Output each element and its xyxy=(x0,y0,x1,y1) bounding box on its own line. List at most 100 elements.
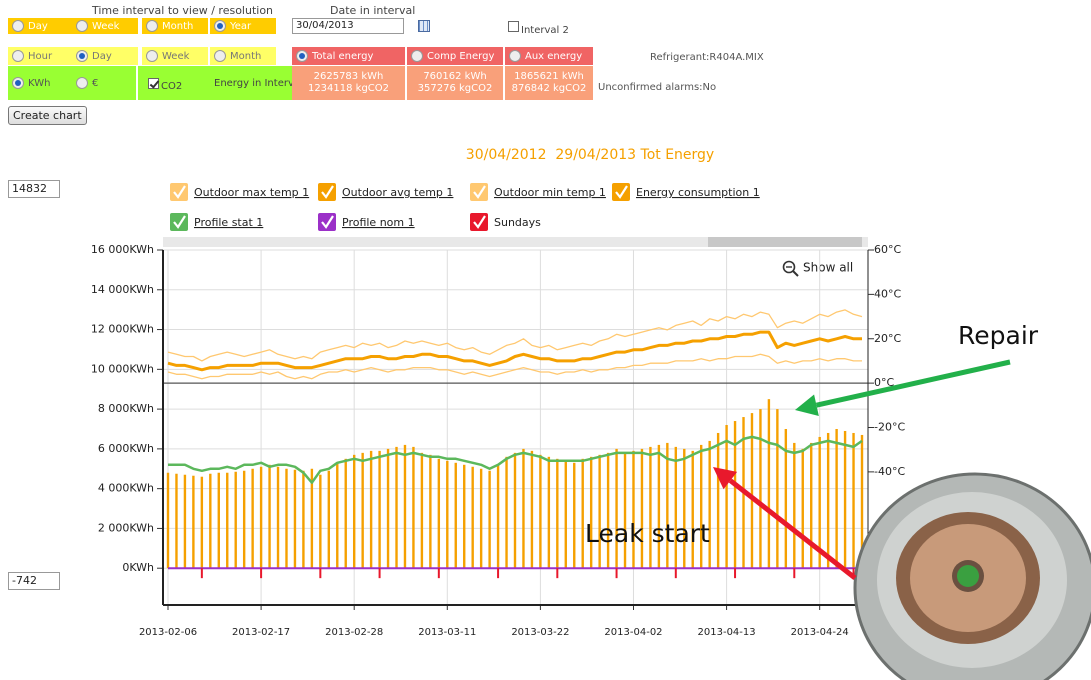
option[interactable]: KWh xyxy=(8,66,72,100)
legend-label: Sundays xyxy=(494,216,541,229)
bar xyxy=(276,466,280,569)
bar xyxy=(217,472,220,569)
bar xyxy=(784,428,788,569)
co2-checkbox[interactable] xyxy=(148,78,159,89)
bar xyxy=(403,444,407,569)
bar xyxy=(733,421,737,569)
zoom-reset[interactable]: Show all xyxy=(782,261,854,277)
x-tick-label: 2013-03-22 xyxy=(511,627,569,638)
option-label: Day xyxy=(28,20,48,32)
photo xyxy=(853,472,1091,680)
energy-type[interactable]: Total energy xyxy=(292,47,405,65)
y-tick-label: 14 000KWh xyxy=(91,283,154,296)
bar xyxy=(589,456,593,569)
energy-value: 1234118 kgCO2 xyxy=(307,83,390,94)
radio[interactable] xyxy=(12,20,24,32)
bar xyxy=(412,446,415,569)
option[interactable]: Hour xyxy=(8,47,74,65)
radio[interactable] xyxy=(214,20,226,32)
legend-item[interactable]: Outdoor avg temp 1 xyxy=(318,183,453,201)
y-tick-label: 10 000KWh xyxy=(91,362,154,375)
option[interactable]: Year xyxy=(210,18,276,34)
line xyxy=(167,309,863,362)
repair-arrow xyxy=(815,359,1011,408)
bar xyxy=(598,454,601,569)
legend-check xyxy=(615,185,628,199)
bar xyxy=(801,448,804,569)
radio[interactable] xyxy=(12,77,24,89)
range-min-input[interactable]: -742 xyxy=(8,572,60,590)
bar xyxy=(530,450,534,569)
radio[interactable] xyxy=(296,50,308,62)
bar xyxy=(310,468,314,569)
legend-item[interactable]: Sundays xyxy=(470,213,541,231)
radio[interactable] xyxy=(214,50,226,62)
interval2[interactable]: Interval 2 xyxy=(508,21,569,36)
radio[interactable] xyxy=(146,20,158,32)
bar xyxy=(657,444,661,569)
bar xyxy=(378,450,381,569)
calendar-icon[interactable] xyxy=(418,20,430,32)
radio[interactable] xyxy=(76,20,88,32)
bar xyxy=(234,471,237,569)
bar xyxy=(454,462,457,569)
energy-type[interactable]: Aux energy xyxy=(505,47,593,65)
legend-item[interactable]: Profile nom 1 xyxy=(318,213,415,231)
bar xyxy=(818,436,821,569)
range-max-input[interactable]: 14832 xyxy=(8,180,60,198)
option[interactable]: Week xyxy=(142,47,208,65)
co2-option[interactable]: CO2 xyxy=(148,78,182,92)
zoom-label[interactable]: Show all xyxy=(803,261,853,275)
y2-tick-label: 0°C xyxy=(874,376,894,389)
radio[interactable] xyxy=(76,77,88,89)
legend-check xyxy=(173,215,186,229)
energy-in-interval: Energy in Interval xyxy=(214,78,303,89)
bar xyxy=(691,450,694,569)
radio[interactable] xyxy=(509,50,521,62)
option-label: Month xyxy=(162,20,194,32)
option[interactable]: € xyxy=(72,66,136,100)
y-tick-label: 12 000KWh xyxy=(91,323,154,336)
option[interactable]: Week xyxy=(72,18,138,34)
bar xyxy=(767,399,771,569)
legend-item[interactable]: Profile stat 1 xyxy=(170,213,263,231)
create-chart-button[interactable]: Create chart xyxy=(8,106,87,125)
repair-arrow-head xyxy=(795,394,819,416)
bar xyxy=(496,464,500,569)
bar xyxy=(471,466,474,569)
option[interactable]: Month xyxy=(210,47,276,65)
date-input[interactable]: 30/04/2013 xyxy=(292,18,404,34)
energy-type[interactable]: Comp Energy xyxy=(407,47,503,65)
line xyxy=(167,353,862,380)
bar xyxy=(564,460,567,569)
bar xyxy=(632,450,635,569)
option[interactable]: Day xyxy=(72,47,138,65)
option[interactable]: Day xyxy=(8,18,74,34)
bar xyxy=(615,448,618,569)
radio[interactable] xyxy=(146,50,158,62)
legend-item[interactable]: Outdoor min temp 1 xyxy=(470,183,606,201)
scrollbar-thumb[interactable] xyxy=(708,237,862,247)
bar xyxy=(860,434,864,569)
legend-item[interactable]: Outdoor max temp 1 xyxy=(170,183,309,201)
bar xyxy=(285,468,288,569)
bar xyxy=(581,458,584,569)
scrollbar[interactable] xyxy=(163,237,868,247)
bar xyxy=(209,473,212,569)
radio[interactable] xyxy=(411,50,423,62)
legend-check xyxy=(473,185,486,199)
bar xyxy=(200,476,204,569)
y-tick-label: 4 000KWh xyxy=(98,482,154,495)
legend-label: Profile stat 1 xyxy=(194,216,263,229)
option[interactable]: Month xyxy=(142,18,208,34)
legend-check xyxy=(321,185,334,199)
energy-values: 2625783 kWh 1234118 kgCO2 xyxy=(292,66,405,100)
bar xyxy=(606,452,610,569)
legend-item[interactable]: Energy consumption 1 xyxy=(612,183,760,201)
legend-check xyxy=(173,185,186,199)
radio[interactable] xyxy=(76,50,88,62)
interval2-checkbox[interactable] xyxy=(508,21,519,32)
legend-label: Energy consumption 1 xyxy=(636,186,760,199)
line xyxy=(167,330,862,372)
radio[interactable] xyxy=(12,50,24,62)
